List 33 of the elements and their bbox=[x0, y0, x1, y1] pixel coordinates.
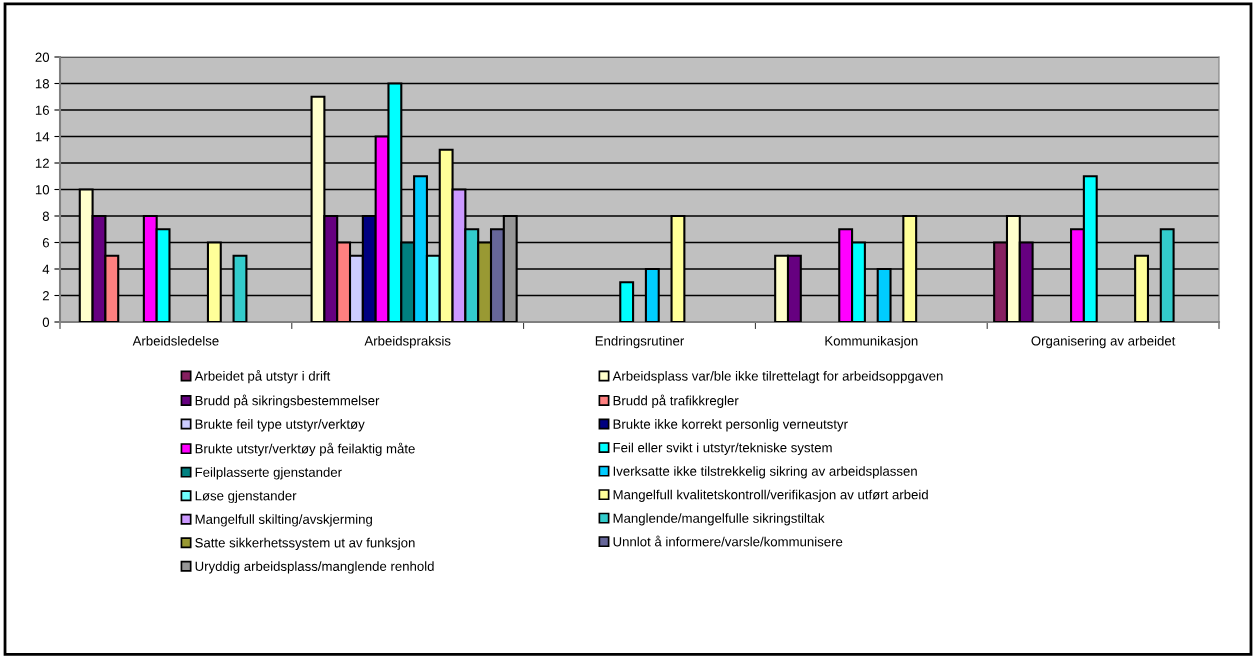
legend-label: Mangelfull skilting/avskjerming bbox=[195, 514, 372, 527]
legend-label: Arbeidet på utstyr i drift bbox=[194, 369, 331, 384]
legend-label: Iverksatte ikke tilstrekkelig sikring av arbeidsplassen bbox=[613, 466, 917, 479]
legend-label: Brukte ikke korrekt personlig verneutstyr bbox=[613, 419, 848, 432]
legend-label: Arbeidsplass var/ble ikke tilrettelagt for arbeidsoppgaven bbox=[612, 371, 943, 384]
legend-label: Brudd på sikringsbestemmelser bbox=[195, 394, 380, 408]
legend-label: Brukte feil type utstyr/verktøy bbox=[195, 419, 365, 432]
legend-label: Feil eller svikt i utstyr/tekniske system bbox=[613, 442, 832, 455]
x-tick-label: Endringsrutiner bbox=[595, 335, 685, 349]
x-tick-label: Organisering av arbeidet bbox=[1031, 335, 1176, 349]
x-tick-label: Arbeidspraksis bbox=[364, 335, 451, 349]
legend-label: Brudd på trafikkregler bbox=[613, 394, 739, 408]
y-tick-label: 14 bbox=[35, 132, 50, 142]
y-tick-label: 18 bbox=[35, 79, 50, 89]
legend-label: Uryddig arbeidsplass/manglende renhold bbox=[195, 561, 434, 574]
legend-label: Manglende/mangelfulle sikringstiltak bbox=[613, 513, 825, 526]
legend-label: Feilplasserte gjenstander bbox=[195, 467, 342, 480]
legend-label: Brukte utstyr/verktøy på feilaktig måte bbox=[195, 442, 415, 457]
x-tick-label: Arbeidsledelse bbox=[132, 335, 219, 346]
legend-label: Løse gjenstander bbox=[195, 490, 297, 504]
y-tick-label: 2 bbox=[42, 291, 49, 301]
y-tick-label: 12 bbox=[35, 158, 49, 168]
y-tick-label: 6 bbox=[42, 238, 49, 248]
x-tick-label: Kommunikasjon bbox=[825, 335, 918, 349]
y-tick-label: 0 bbox=[42, 317, 50, 327]
legend-label: Mangelfull kvalitetskontroll/verifikasjon av utført arbeid bbox=[613, 489, 928, 502]
y-tick-label: 10 bbox=[35, 185, 50, 195]
legend-label: Satte sikkerhetssystem ut av funksjon bbox=[195, 537, 415, 551]
y-tick-label: 4 bbox=[42, 264, 50, 274]
legend-label: Unnlot å informere/varsle/kommunisere bbox=[613, 535, 843, 547]
y-tick-label: 8 bbox=[42, 211, 50, 221]
y-tick-label: 16 bbox=[35, 105, 49, 115]
y-tick-label: 20 bbox=[35, 52, 50, 62]
